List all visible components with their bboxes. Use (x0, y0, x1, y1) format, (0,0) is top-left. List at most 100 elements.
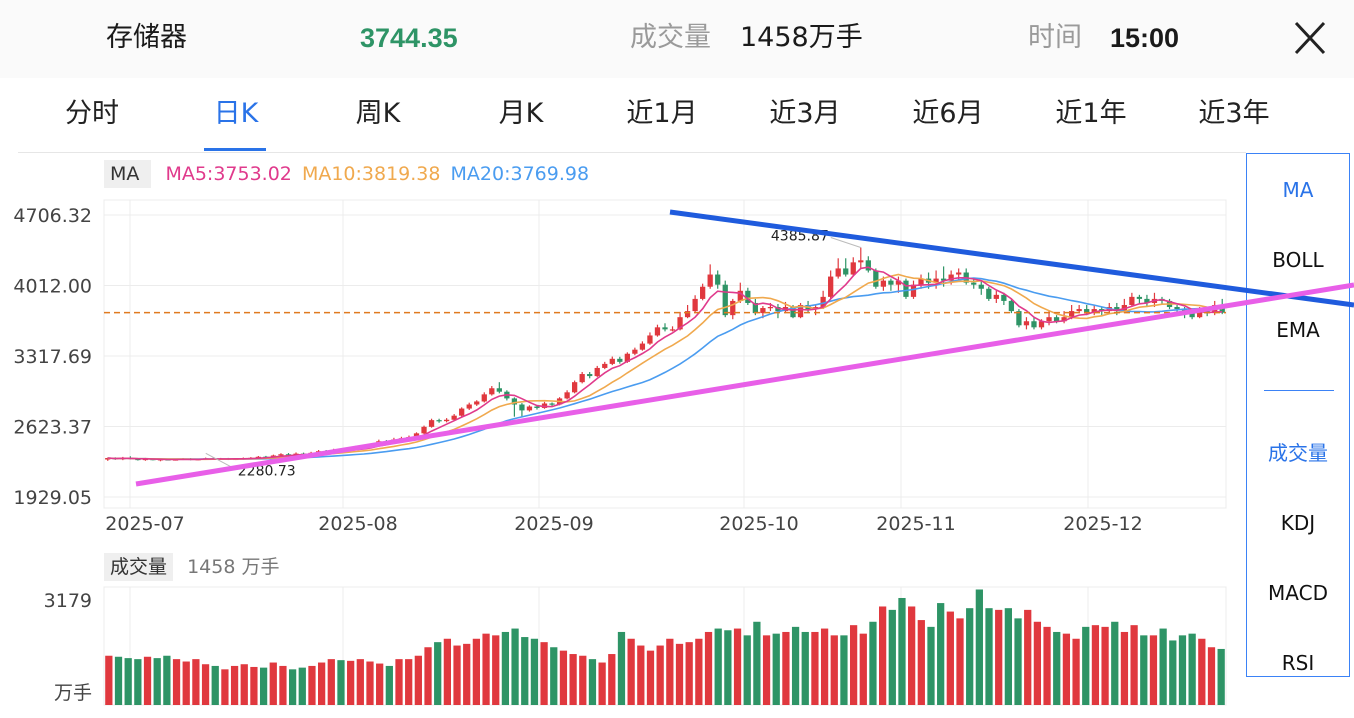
volume-bar (472, 638, 481, 705)
volume-bar (782, 631, 790, 705)
volume-bar (443, 638, 451, 705)
volume-bar (849, 625, 858, 705)
volume-bar (1062, 633, 1071, 705)
candle-body (835, 268, 841, 277)
candle-body (986, 288, 992, 299)
volume-bar (1188, 633, 1196, 705)
volume-bar (327, 659, 335, 705)
volume-bar (966, 608, 974, 705)
date-tick-label: 2025-11 (876, 513, 955, 535)
volume-bar (269, 662, 277, 705)
indicator-ma[interactable]: MA (1282, 178, 1314, 202)
tab-weekly-k[interactable]: 周K (355, 98, 401, 129)
candle-body (391, 439, 397, 443)
volume-bar (830, 635, 838, 705)
date-tick-label: 2025-12 (1063, 513, 1142, 535)
candle-body (1023, 321, 1030, 326)
date-tick-label: 2025-10 (719, 513, 798, 535)
tab-3-years[interactable]: 近3年 (1198, 98, 1270, 129)
candle-body (602, 363, 608, 368)
candle-body (850, 262, 856, 275)
indicator-macd[interactable]: MACD (1268, 581, 1328, 605)
volume-bar (733, 628, 742, 705)
volume-bar (704, 631, 713, 705)
volume-bar (1198, 638, 1206, 705)
candle-body (587, 374, 593, 377)
chart-grid (103, 199, 1227, 706)
indicator-boll[interactable]: BOLL (1272, 248, 1324, 272)
candle-body (526, 406, 533, 411)
volume-bar (182, 661, 190, 705)
volume-bar (1072, 638, 1080, 705)
volume-bar (424, 647, 432, 705)
volume-bar (172, 659, 181, 705)
ma10-line (107, 273, 1223, 461)
candle-body (594, 367, 600, 377)
volume-frame (103, 586, 1227, 706)
volume-bar (995, 609, 1003, 705)
volume-bar (637, 645, 645, 705)
volume-bar (376, 663, 384, 705)
tab-daily-k[interactable]: 日K (213, 98, 259, 129)
volume-bar (946, 611, 954, 705)
candle-body (534, 406, 540, 408)
volume-value: 1458万手 (740, 22, 863, 53)
candle-body (406, 436, 412, 439)
volume-bar (695, 638, 703, 705)
volume-bar (356, 659, 364, 705)
volume-bar (250, 666, 258, 705)
volume-bar (840, 635, 848, 705)
volume-max-label: 3179 (44, 590, 92, 612)
ma-tag: MA (104, 160, 152, 188)
volume-bar (318, 662, 326, 705)
volume-bar (366, 661, 374, 705)
candle-body (376, 441, 382, 446)
candle-body (858, 260, 864, 263)
volume-label: 成交量 (630, 22, 711, 53)
volume-bar (675, 643, 684, 705)
candle-body (767, 307, 774, 309)
volume-bar (801, 631, 809, 705)
candle-body (496, 388, 502, 392)
indicator-separator (1264, 390, 1334, 391)
price-tick-label: 1929.05 (13, 487, 92, 509)
candle-body (353, 447, 359, 449)
tab-1-year[interactable]: 近1年 (1055, 98, 1127, 129)
indicator-ema[interactable]: EMA (1276, 318, 1320, 342)
volume-bar (598, 662, 606, 705)
volume-bar (230, 665, 239, 705)
candle-body (617, 358, 623, 362)
indicator-rsi[interactable]: RSI (1281, 651, 1315, 675)
volume-bar (259, 667, 268, 705)
volume-bar (762, 635, 771, 705)
price-tick-label: 2623.37 (13, 416, 92, 438)
volume-bar (163, 655, 171, 705)
tab-6-months[interactable]: 近6月 (912, 98, 984, 129)
candle-body (1136, 296, 1143, 299)
candle-body (1046, 317, 1052, 322)
volume-bar (1120, 631, 1129, 705)
volume-bar (743, 635, 751, 705)
tab-1-month[interactable]: 近1月 (626, 98, 698, 129)
candle-body (669, 329, 676, 331)
tab-monthly-k[interactable]: 月K (498, 98, 544, 129)
volume-bar (105, 655, 113, 705)
volume-bar (279, 665, 287, 705)
tab-3-months[interactable]: 近3月 (769, 98, 841, 129)
volume-bar (559, 650, 568, 705)
candle-body (873, 270, 879, 287)
indicator-volume[interactable]: 成交量 (1268, 441, 1328, 465)
indicator-kdj[interactable]: KDJ (1280, 511, 1316, 535)
ma5-line (107, 266, 1223, 461)
volume-bar (211, 665, 219, 705)
tab-intraday[interactable]: 分时 (65, 98, 119, 129)
kline-chart[interactable]: 4706.32 4012.00 3317.69 2623.37 1929.05 2025… (0, 0, 1246, 718)
candle-body (888, 280, 894, 285)
volume-bar (530, 638, 539, 705)
candle-body (383, 441, 390, 443)
candle-body (572, 382, 578, 393)
volume-bar (288, 669, 297, 705)
close-icon (1294, 21, 1326, 55)
price-axis: 4706.32 4012.00 3317.69 2623.37 1929.05 (13, 205, 92, 509)
close-button[interactable] (1290, 20, 1330, 56)
